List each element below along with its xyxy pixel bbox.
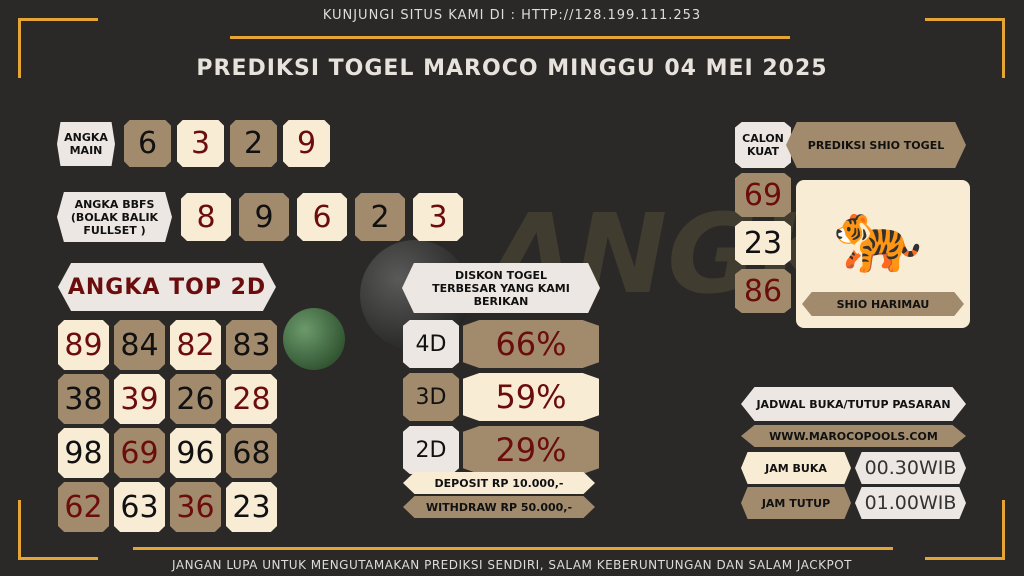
calon-numbers: 69 23 86: [735, 173, 791, 313]
calon-kuat-label: CALON KUAT: [735, 122, 791, 168]
top2d-number: 89: [58, 320, 109, 370]
jam-tutup-label: JAM TUTUP: [741, 487, 851, 519]
frame-line: [18, 557, 98, 560]
jadwal-label: JADWAL BUKA/TUTUP PASARAN: [741, 387, 966, 421]
digit: 9: [283, 120, 330, 167]
bbfs-digits: 8 9 6 2 3: [181, 193, 463, 241]
withdraw-info: WITHDRAW RP 50.000,-: [403, 496, 595, 518]
diskon-value: 66%: [463, 320, 599, 368]
diskon-type: 4D: [403, 320, 459, 368]
frame-line: [1002, 500, 1005, 560]
billiard-ball-icon: [283, 308, 345, 370]
bbfs-label: ANGKA BBFS (BOLAK BALIK FULLSET ): [57, 192, 172, 242]
diskon-row: 3D 59%: [403, 373, 599, 421]
top2d-number: 98: [58, 428, 109, 478]
diskon-rows: 4D 66% 3D 59% 2D 29%: [403, 320, 599, 474]
calon-number: 86: [735, 269, 791, 313]
deposit-info: DEPOSIT RP 10.000,-: [403, 472, 595, 494]
digit: 2: [230, 120, 277, 167]
diskon-type: 2D: [403, 426, 459, 474]
shio-name: SHIO HARIMAU: [802, 292, 964, 316]
top2d-number: 96: [170, 428, 221, 478]
top2d-number: 68: [226, 428, 277, 478]
top2d-number: 23: [226, 482, 277, 532]
calon-number: 23: [735, 221, 791, 265]
frame-line: [18, 500, 21, 560]
frame-line: [925, 18, 1005, 21]
diskon-label: DISKON TOGEL TERBESAR YANG KAMI BERIKAN: [402, 263, 600, 313]
top2d-number: 69: [114, 428, 165, 478]
digit: 6: [124, 120, 171, 167]
shio-card: 🐅 SHIO HARIMAU: [796, 180, 970, 328]
top2d-number: 82: [170, 320, 221, 370]
jam-buka-value: 00.30WIB: [855, 452, 966, 484]
diskon-row: 4D 66%: [403, 320, 599, 368]
diskon-value: 59%: [463, 373, 599, 421]
top2d-number: 63: [114, 482, 165, 532]
top2d-label: ANGKA TOP 2D: [58, 263, 276, 311]
digit: 9: [239, 193, 289, 241]
digit: 8: [181, 193, 231, 241]
top2d-number: 39: [114, 374, 165, 424]
top2d-grid: 89 84 82 83 38 39 26 28 98 69 96 68 62 6…: [58, 320, 277, 532]
site-link[interactable]: WWW.MAROCOPOOLS.COM: [741, 425, 966, 447]
digit: 3: [413, 193, 463, 241]
footer-note: JANGAN LUPA UNTUK MENGUTAMAKAN PREDIKSI …: [172, 558, 852, 572]
frame-line: [18, 18, 21, 78]
angka-main-digits: 6 3 2 9: [124, 120, 330, 167]
jam-tutup-value: 01.00WIB: [855, 487, 966, 519]
tiger-icon: 🐅: [833, 193, 923, 277]
top2d-number: 62: [58, 482, 109, 532]
digit: 6: [297, 193, 347, 241]
digit: 3: [177, 120, 224, 167]
diskon-value: 29%: [463, 426, 599, 474]
top2d-number: 38: [58, 374, 109, 424]
frame-line: [230, 36, 790, 39]
top2d-number: 28: [226, 374, 277, 424]
frame-line: [133, 547, 893, 550]
page-title: PREDIKSI TOGEL MAROCO MINGGU 04 MEI 2025: [196, 56, 828, 81]
top2d-number: 84: [114, 320, 165, 370]
shio-label: PREDIKSI SHIO TOGEL: [786, 122, 966, 168]
top2d-number: 83: [226, 320, 277, 370]
frame-line: [1002, 18, 1005, 78]
jam-buka-label: JAM BUKA: [741, 452, 851, 484]
top2d-number: 36: [170, 482, 221, 532]
top-note: KUNJUNGI SITUS KAMI DI : HTTP://128.199.…: [322, 8, 702, 23]
diskon-row: 2D 29%: [403, 426, 599, 474]
diskon-type: 3D: [403, 373, 459, 421]
frame-line: [925, 557, 1005, 560]
top2d-number: 26: [170, 374, 221, 424]
digit: 2: [355, 193, 405, 241]
angka-main-label: ANGKA MAIN: [57, 122, 115, 166]
calon-number: 69: [735, 173, 791, 217]
frame-line: [18, 18, 98, 21]
